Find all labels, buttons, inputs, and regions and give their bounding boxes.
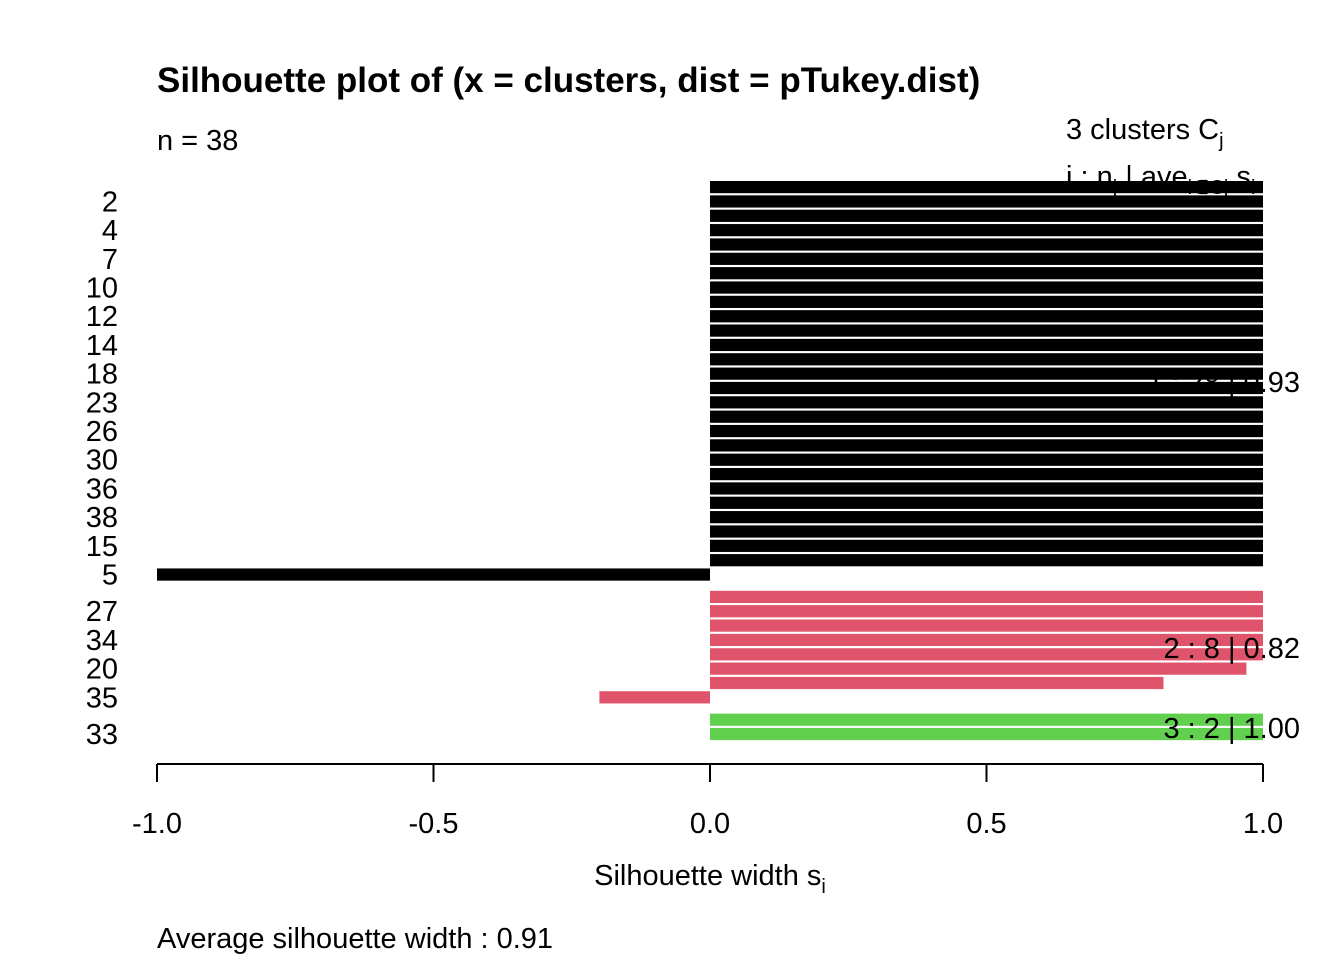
- y-tick-label: 5: [102, 560, 118, 592]
- y-tick-label: 14: [86, 330, 118, 362]
- silhouette-bar-cluster-2: [710, 590, 1263, 603]
- y-tick-label: 33: [86, 719, 118, 751]
- silhouette-bar-cluster-1: [710, 439, 1263, 452]
- x-axis-ticks: -1.0 -0.5 0.0 0.5 1.0: [132, 764, 1283, 840]
- silhouette-bar-cluster-1: [710, 396, 1263, 409]
- y-tick-label: 38: [86, 502, 118, 534]
- silhouette-bar-cluster-2: [710, 605, 1263, 618]
- x-axis-label: Silhouette width si: [594, 860, 826, 898]
- y-tick-label: 35: [86, 682, 118, 714]
- silhouette-bar-cluster-1: [710, 381, 1263, 395]
- y-tick-label: 36: [86, 473, 118, 505]
- silhouette-bar-cluster-1: [710, 181, 1263, 194]
- y-tick-label: 20: [86, 654, 118, 686]
- x-tick-label: -0.5: [409, 808, 459, 840]
- silhouette-bar-cluster-2: [710, 633, 1263, 647]
- bars-group: [157, 181, 1263, 741]
- silhouette-bar-cluster-2: [710, 648, 1263, 661]
- y-tick-label: 12: [86, 301, 118, 333]
- cluster-summary-label: 3 : 2 | 1.00: [1163, 713, 1300, 745]
- cluster-summary-label: 2 : 8 | 0.82: [1163, 633, 1300, 665]
- y-tick-label: 23: [86, 387, 118, 419]
- x-tick-label: 0.0: [690, 808, 730, 840]
- average-silhouette-width: Average silhouette width : 0.91: [157, 923, 553, 955]
- n-label: n = 38: [157, 125, 238, 157]
- silhouette-bar-cluster-1: [710, 367, 1263, 380]
- silhouette-bar-cluster-2: [710, 619, 1263, 632]
- silhouette-bar-cluster-2: [710, 676, 1164, 690]
- y-tick-label: 26: [86, 416, 118, 448]
- y-tick-label: 34: [86, 625, 118, 657]
- silhouette-bar-cluster-1: [710, 424, 1263, 438]
- y-tick-label: 4: [102, 215, 118, 247]
- cluster-summary-label: 1 : 28 | 0.93: [1147, 367, 1300, 399]
- y-tick-label: 10: [86, 273, 118, 305]
- silhouette-bar-cluster-1: [710, 511, 1263, 524]
- silhouette-bar-cluster-2: [599, 691, 710, 704]
- clusters-header: 3 clusters Cj: [1066, 114, 1224, 152]
- silhouette-bar-cluster-1: [710, 453, 1263, 466]
- silhouette-bar-cluster-1: [710, 195, 1263, 208]
- y-tick-label: 7: [102, 244, 118, 276]
- silhouette-bar-cluster-2: [710, 662, 1247, 675]
- silhouette-bar-cluster-1: [710, 224, 1263, 237]
- silhouette-bar-cluster-1: [710, 209, 1263, 222]
- silhouette-bar-cluster-1: [710, 267, 1263, 280]
- silhouette-bar-cluster-1: [710, 554, 1263, 567]
- silhouette-bar-cluster-1: [710, 353, 1263, 366]
- y-tick-label: 15: [86, 531, 118, 563]
- chart-title: Silhouette plot of (x = clusters, dist =…: [157, 61, 980, 100]
- silhouette-bar-cluster-1: [710, 496, 1263, 509]
- y-tick-label: 27: [86, 596, 118, 628]
- cluster-summary-labels: 1 : 28 | 0.93 2 : 8 | 0.82 3 : 2 | 1.00: [1147, 367, 1300, 745]
- cluster-columns-header: j : nj | avei∈Cj si: [1065, 161, 1255, 199]
- silhouette-bar-cluster-1: [710, 238, 1263, 251]
- x-tick-label: 0.5: [966, 808, 1006, 840]
- y-tick-label: 2: [102, 186, 118, 218]
- silhouette-bar-cluster-1: [710, 310, 1263, 323]
- silhouette-bar-cluster-3: [710, 727, 1263, 741]
- x-tick-label: -1.0: [132, 808, 182, 840]
- y-tick-label: 30: [86, 445, 118, 477]
- silhouette-bar-cluster-1: [710, 539, 1263, 552]
- silhouette-bar-cluster-1: [710, 252, 1263, 265]
- silhouette-bar-cluster-1: [710, 324, 1263, 337]
- silhouette-bar-cluster-1: [710, 295, 1263, 308]
- silhouette-bar-cluster-1: [710, 338, 1263, 352]
- silhouette-bar-cluster-1: [157, 568, 710, 581]
- silhouette-bar-cluster-3: [710, 713, 1263, 726]
- silhouette-bar-cluster-1: [710, 281, 1263, 294]
- silhouette-bar-cluster-1: [710, 468, 1263, 481]
- x-tick-label: 1.0: [1243, 808, 1283, 840]
- silhouette-bar-cluster-1: [710, 525, 1263, 538]
- silhouette-bar-cluster-1: [710, 482, 1263, 495]
- silhouette-bar-cluster-1: [710, 410, 1263, 423]
- y-tick-label: 18: [86, 359, 118, 391]
